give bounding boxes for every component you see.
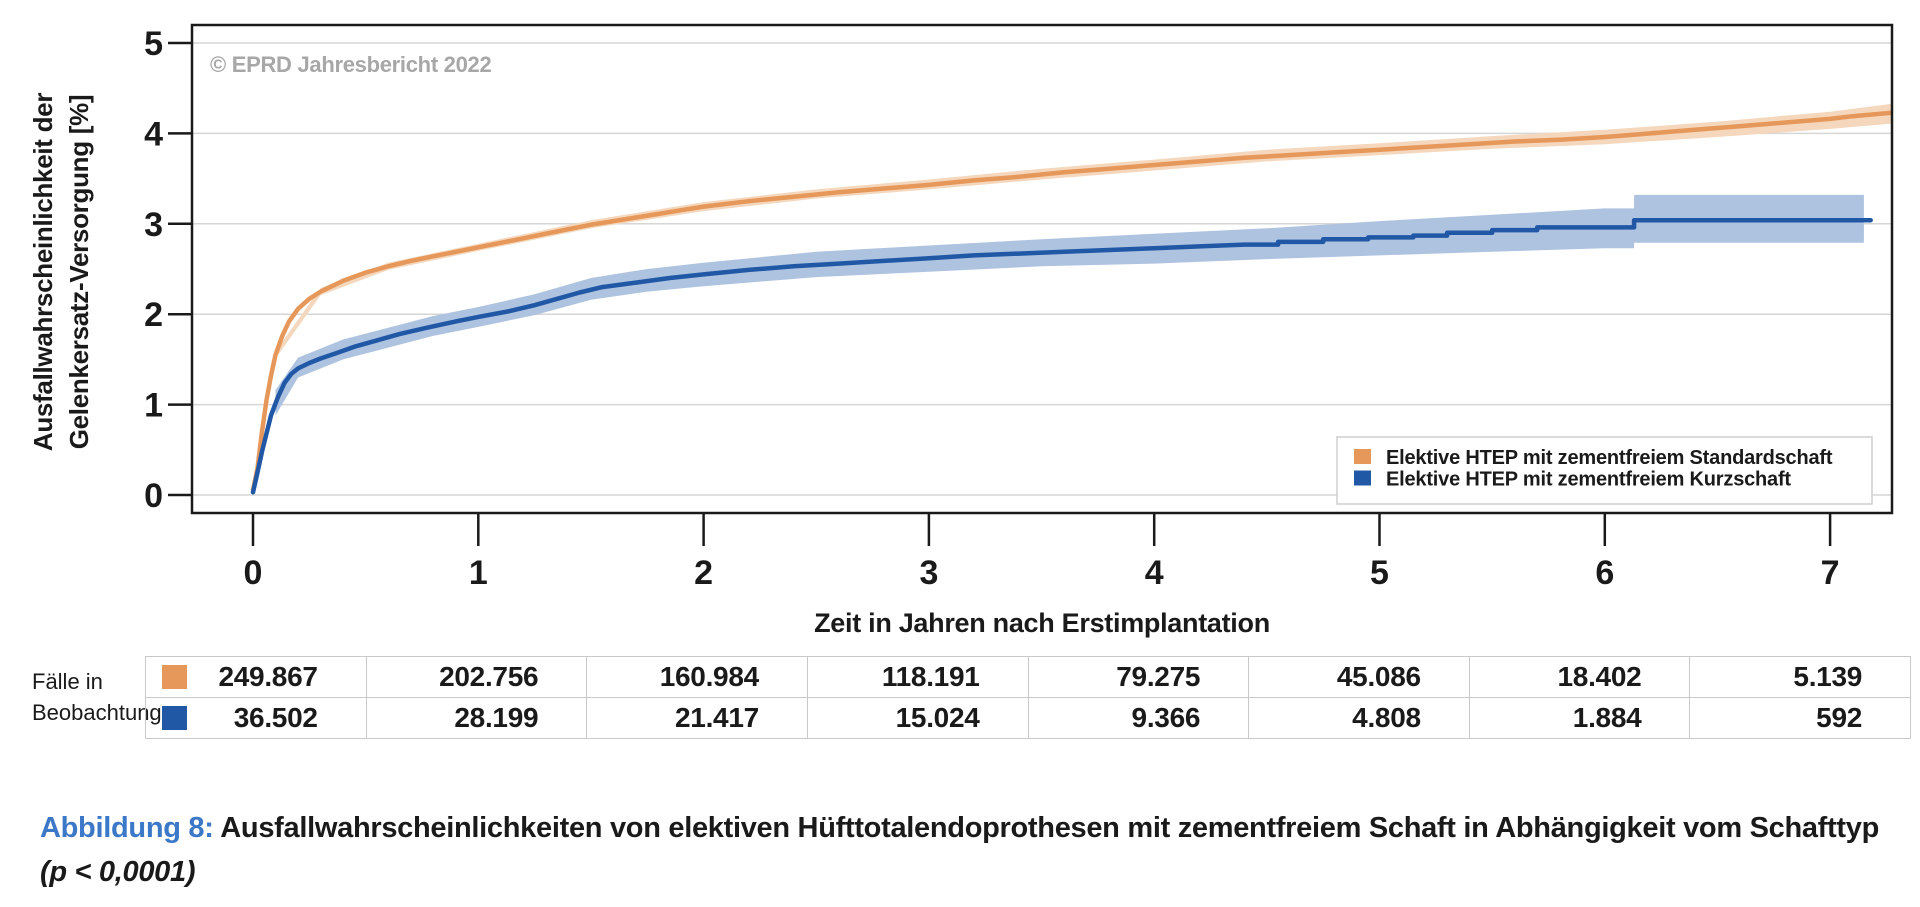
figure-caption-text: Ausfallwahrscheinlichkeiten von elektive… bbox=[213, 812, 1879, 844]
cases-under-observation-section: Fälle in Beobachtung 249.867 202.756 160.9… bbox=[0, 656, 1920, 739]
cases-table-cell: 45.086 bbox=[1248, 656, 1470, 698]
y-tick-label-3: 3 bbox=[144, 206, 163, 244]
cases-count: 28.199 bbox=[454, 702, 539, 733]
cases-table-cell: 28.199 bbox=[365, 697, 588, 739]
series-swatch-kurzschaft bbox=[162, 706, 187, 730]
cases-count: 18.402 bbox=[1557, 661, 1642, 692]
confidence-band-standardschaft bbox=[275, 103, 1892, 359]
x-tick-label-7: 7 bbox=[1821, 554, 1840, 592]
cases-count: 118.191 bbox=[881, 661, 980, 692]
cases-count: 249.867 bbox=[218, 661, 318, 692]
y-tick-label-1: 1 bbox=[144, 387, 163, 425]
x-axis-title: Zeit in Jahren nach Erstimplantation bbox=[814, 608, 1270, 638]
cases-count: 45.086 bbox=[1336, 661, 1421, 692]
cases-label-line1: Fälle in bbox=[32, 669, 103, 694]
cases-count: 15.024 bbox=[895, 702, 980, 733]
cases-count: 21.417 bbox=[675, 702, 759, 733]
cases-table-row-label: Fälle in Beobachtung bbox=[32, 666, 162, 728]
cases-table-cell: 15.024 bbox=[806, 697, 1029, 739]
cases-count: 4.808 bbox=[1352, 702, 1421, 733]
cases-label-line2: Beobachtung bbox=[32, 700, 162, 725]
cases-count: 160.984 bbox=[659, 661, 759, 692]
cases-table-cell: 592 bbox=[1689, 697, 1911, 739]
cases-count: 592 bbox=[1816, 702, 1862, 733]
cases-count: 1.884 bbox=[1572, 702, 1642, 733]
x-tick-label-0: 0 bbox=[244, 554, 263, 592]
x-tick-label-2: 2 bbox=[694, 554, 713, 592]
legend-swatch-standardschaft bbox=[1354, 449, 1371, 464]
cases-count: 202.756 bbox=[439, 661, 539, 692]
cases-table-row-kurzschaft: 36.502 28.199 21.417 15.024 9.366 4.808 1.884 5… bbox=[145, 697, 1911, 739]
cases-table-cell: 18.402 bbox=[1468, 656, 1691, 698]
y-tick-label-5: 5 bbox=[144, 25, 163, 63]
cases-table-cell: 249.867 bbox=[145, 656, 367, 698]
cases-table-cell: 36.502 bbox=[145, 697, 367, 739]
cases-count: 5.139 bbox=[1793, 661, 1862, 692]
x-tick-label-5: 5 bbox=[1370, 554, 1389, 592]
y-tick-label-0: 0 bbox=[144, 477, 163, 515]
cases-table-cell: 79.275 bbox=[1027, 656, 1250, 698]
y-tick-label-4: 4 bbox=[144, 115, 163, 153]
cases-under-observation-table: 249.867 202.756 160.984 118.191 79.275 45.086… bbox=[145, 656, 1911, 739]
cases-count: 36.502 bbox=[233, 702, 318, 733]
cases-table-cell: 118.191 bbox=[806, 656, 1029, 698]
copyright-note: © EPRD Jahresbericht 2022 bbox=[210, 52, 491, 77]
x-tick-label-6: 6 bbox=[1595, 554, 1614, 592]
figure-caption-number: Abbildung 8: bbox=[40, 812, 214, 844]
legend-label-standardschaft: Elektive HTEP mit zementfreiem Standards… bbox=[1386, 447, 1833, 469]
legend-label-kurzschaft: Elektive HTEP mit zementfreiem Kurzschaf… bbox=[1386, 469, 1791, 491]
survival-chart: © EPRD Jahresbericht 2022 0 1 2 3 4 5 0 1 2 3 4 5 6 7 Z… bbox=[28, 23, 1894, 638]
legend-swatch-kurzschaft bbox=[1354, 470, 1371, 486]
y-tick-label-2: 2 bbox=[144, 296, 163, 334]
cases-count: 9.366 bbox=[1131, 702, 1201, 733]
cases-table-row-standardschaft: 249.867 202.756 160.984 118.191 79.275 45.086… bbox=[145, 656, 1911, 698]
cases-table-cell: 160.984 bbox=[586, 656, 808, 698]
confidence-band-kurzschaft bbox=[275, 194, 1864, 416]
x-tick-label-1: 1 bbox=[469, 554, 488, 592]
figure-caption: Abbildung 8: Ausfallwahrscheinlichkeiten… bbox=[40, 806, 1898, 894]
series-swatch-standardschaft bbox=[162, 665, 187, 689]
x-tick-label-3: 3 bbox=[919, 554, 938, 592]
cases-table-cell: 4.808 bbox=[1248, 697, 1470, 739]
cases-table-cell: 1.884 bbox=[1468, 697, 1691, 739]
cases-table-cell: 9.366 bbox=[1027, 697, 1250, 739]
curve-kurzschaft bbox=[250, 217, 1873, 495]
plot-frame bbox=[190, 23, 1894, 515]
figure-caption-pvalue: (p < 0,0001) bbox=[40, 856, 196, 888]
y-axis-title-line1: Ausfallwahrscheinlichkeit der bbox=[28, 93, 58, 451]
cases-count: 79.275 bbox=[1116, 661, 1201, 692]
legend-box bbox=[1336, 436, 1873, 505]
curve-standardschaft bbox=[250, 110, 1892, 493]
x-tick-label-4: 4 bbox=[1145, 554, 1164, 592]
cases-table-cell: 21.417 bbox=[586, 697, 808, 739]
cases-table-cell: 202.756 bbox=[365, 656, 588, 698]
y-axis-title-line2: Gelenkersatz-Versorgung [%] bbox=[64, 95, 94, 450]
cases-table-cell: 5.139 bbox=[1689, 656, 1911, 698]
